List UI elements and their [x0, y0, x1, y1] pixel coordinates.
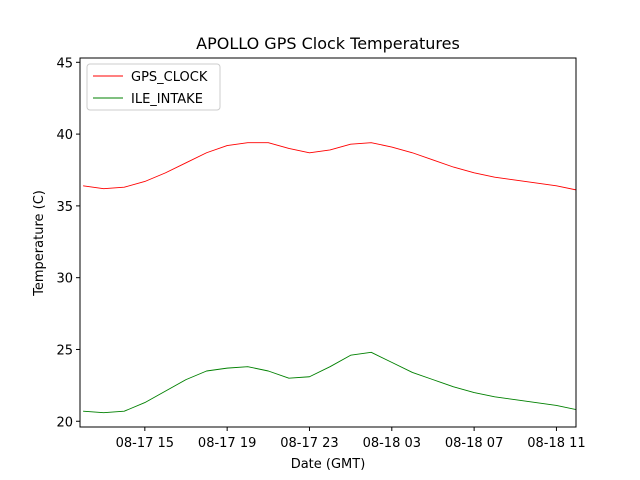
y-tick-label: 45: [56, 56, 73, 71]
x-tick-label: 08-18 11: [527, 436, 585, 451]
chart-title: APOLLO GPS Clock Temperatures: [196, 34, 460, 53]
x-tick-label: 08-17 15: [116, 436, 174, 451]
x-axis-title: Date (GMT): [291, 457, 366, 472]
y-tick-label: 40: [56, 128, 73, 143]
y-tick-label: 20: [56, 415, 73, 430]
axes-frame: [79, 57, 577, 428]
series-line-gps-clock: [83, 142, 576, 191]
legend-label: GPS_CLOCK: [131, 70, 208, 85]
plot-area: [83, 142, 576, 414]
x-tick-label: 08-18 03: [363, 436, 421, 451]
series-line-ile-intake: [83, 351, 576, 414]
x-tick-label: 08-18 07: [445, 436, 503, 451]
y-tick-label: 25: [56, 343, 73, 358]
y-tick-label: 30: [56, 272, 73, 287]
y-tick-label: 35: [56, 200, 73, 215]
x-tick-label: 08-17 19: [198, 436, 256, 451]
legend-label: ILE_INTAKE: [131, 92, 203, 107]
axis-ticks: 20 25 30 35 40 45 08-17 15 08-17 19 08-17 23 08-1…: [56, 56, 585, 451]
legend: GPS_CLOCK ILE_INTAKE: [86, 63, 221, 111]
x-tick-label: 08-17 23: [280, 436, 338, 451]
y-axis-title: Temperature (C): [32, 190, 47, 297]
